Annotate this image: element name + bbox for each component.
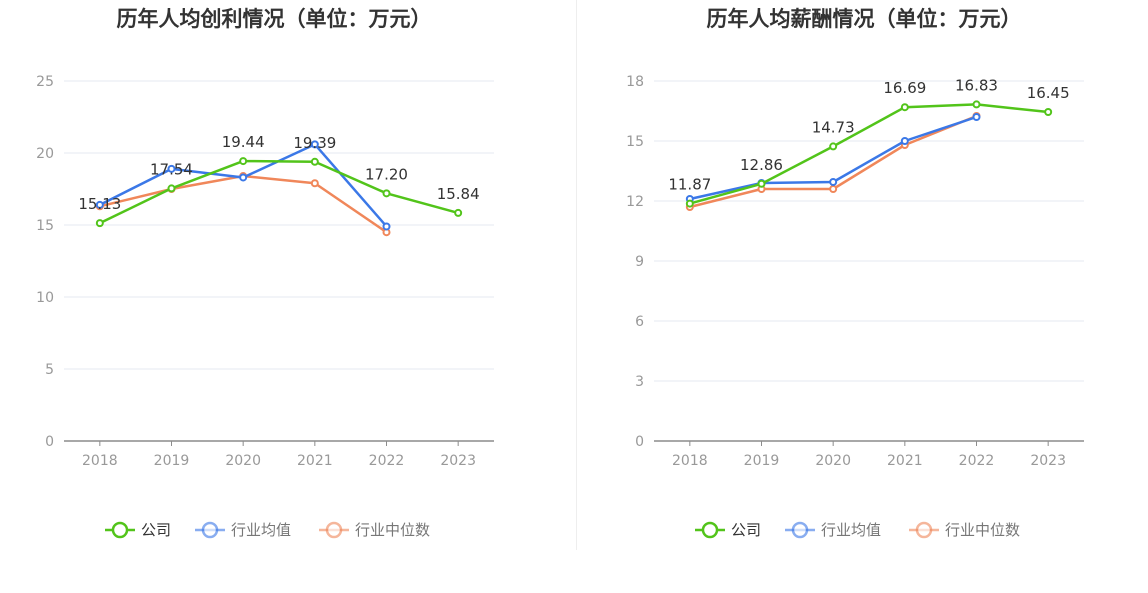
data-label: 12.86 (740, 156, 783, 174)
legend-marker-company (701, 521, 719, 539)
data-point-industry_avg (829, 178, 838, 186)
chart-panel-2: 历年人均薪酬情况（单位：万元） 0 3 6 9 12 15 18 2018 2019 2020 202… (626, 7, 1084, 539)
data-label: 11.87 (668, 176, 711, 194)
data-label: 14.73 (812, 118, 855, 136)
data-point-company (1044, 108, 1053, 116)
data-point-company (382, 189, 391, 198)
legend-label-industry_median: 行业中位数 (355, 521, 430, 539)
legend-marker-company (111, 521, 129, 539)
legend: 公司 行业均值 行业中位数 (695, 521, 1020, 539)
data-label: 15.13 (78, 195, 121, 213)
x-tick-label: 2023 (1030, 453, 1066, 469)
data-point-industry_median (829, 185, 838, 193)
y-tick-label: 10 (36, 290, 54, 306)
data-point-industry_avg (382, 222, 391, 231)
legend-marker-industry_avg (791, 521, 809, 539)
data-label: 19.44 (222, 133, 265, 151)
data-label: 15.84 (437, 185, 480, 203)
data-point-company (239, 157, 248, 166)
legend-label-industry_avg: 行业均值 (231, 521, 291, 539)
data-point-industry_avg (972, 113, 981, 121)
y-tick-label: 15 (626, 134, 644, 150)
data-point-company (167, 184, 176, 193)
data-point-company (95, 219, 104, 228)
series-line-company (99, 159, 459, 225)
data-point-company (829, 142, 838, 151)
legend-marker-industry_median (325, 521, 343, 539)
chart-panel-1: 历年人均创利情况（单位：万元） 0 5 10 15 20 25 2018 2019 2020 202… (36, 7, 494, 539)
data-point-company (454, 208, 463, 217)
y-tick-label: 9 (635, 254, 644, 270)
x-tick-label: 2023 (440, 453, 476, 469)
y-tick-label: 18 (626, 74, 644, 90)
y-tick-label: 12 (626, 194, 644, 210)
x-tick-label: 2018 (672, 453, 708, 469)
legend-label-industry_avg: 行业均值 (821, 521, 881, 539)
y-tick-label: 25 (36, 74, 54, 90)
data-point-company (685, 199, 694, 208)
data-point-industry_avg (167, 164, 176, 173)
legend-label-company: 公司 (141, 521, 171, 539)
data-point-industry_median (310, 179, 319, 188)
data-label: 16.45 (1027, 84, 1070, 102)
x-tick-label: 2018 (82, 453, 118, 469)
legend-label-company: 公司 (731, 521, 761, 539)
data-point-company (310, 157, 319, 166)
data-label: 17.54 (150, 160, 193, 178)
y-tick-label: 5 (45, 362, 54, 378)
y-tick-label: 3 (635, 374, 644, 390)
data-label: 16.83 (955, 76, 998, 94)
x-tick-label: 2020 (225, 453, 261, 469)
data-point-company (757, 179, 766, 188)
x-tick-label: 2022 (369, 453, 405, 469)
x-tick-label: 2021 (297, 453, 333, 469)
y-tick-label: 20 (36, 146, 54, 162)
legend-label-industry_median: 行业中位数 (945, 521, 1020, 539)
chart-title: 历年人均薪酬情况（单位：万元） (707, 7, 1022, 31)
data-point-company (900, 103, 909, 112)
data-label: 16.69 (883, 79, 926, 97)
series-line-company (689, 103, 1049, 205)
data-point-industry_avg (900, 137, 909, 145)
x-tick-label: 2019 (154, 453, 190, 469)
data-label: 17.20 (365, 165, 408, 183)
x-tick-label: 2021 (887, 453, 923, 469)
data-point-industry_avg (95, 200, 104, 209)
legend-marker-industry_avg (201, 521, 219, 539)
x-tick-label: 2019 (744, 453, 780, 469)
y-tick-label: 15 (36, 218, 54, 234)
chart-title: 历年人均创利情况（单位：万元） (117, 7, 432, 31)
y-tick-label: 0 (635, 434, 644, 450)
legend-marker-industry_median (915, 521, 933, 539)
y-tick-label: 6 (635, 314, 644, 330)
x-tick-label: 2022 (959, 453, 995, 469)
data-label: 19.39 (293, 134, 336, 152)
y-tick-label: 0 (45, 434, 54, 450)
series-line-industry_avg (99, 143, 388, 228)
legend: 公司 行业均值 行业中位数 (105, 521, 430, 539)
data-point-company (972, 100, 981, 109)
data-point-industry_avg (239, 173, 248, 182)
panel-divider (576, 0, 577, 550)
data-point-industry_avg (310, 140, 319, 149)
x-tick-label: 2020 (815, 453, 851, 469)
